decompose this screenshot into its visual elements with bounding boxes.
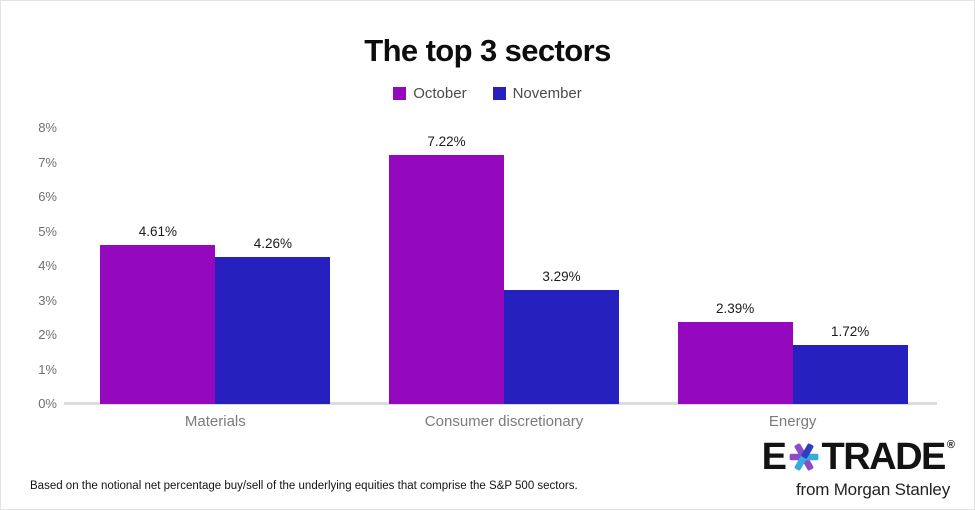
footnote: Based on the notional net percentage buy… bbox=[30, 480, 578, 492]
y-axis-tick-label: 3% bbox=[38, 292, 57, 308]
value-label-november-materials: 4.26% bbox=[253, 236, 292, 252]
y-axis-tick-label: 0% bbox=[38, 396, 57, 411]
etrade-letter-trade: TRADE bbox=[821, 436, 947, 478]
y-axis-tick-label: 1% bbox=[38, 361, 57, 377]
category-label-consumer-discretionary: Consumer discretionary bbox=[424, 413, 584, 430]
category-label-materials: Materials bbox=[184, 413, 246, 430]
legend: October November bbox=[1, 85, 974, 102]
legend-label: October bbox=[413, 85, 467, 102]
bar-november-energy bbox=[792, 344, 908, 404]
logo-tagline: from Morgan Stanley bbox=[796, 480, 950, 499]
y-axis-tick-label: 4% bbox=[38, 258, 57, 273]
value-label-november-consumer-discretionary: 3.29% bbox=[542, 269, 581, 285]
category-label-energy: Energy bbox=[768, 413, 817, 430]
y-axis-tick-label: 5% bbox=[38, 223, 57, 239]
bar-november-materials bbox=[215, 257, 331, 404]
value-label-october-consumer-discretionary: 7.22% bbox=[427, 133, 466, 149]
y-axis-tick-label: 2% bbox=[38, 327, 57, 342]
legend-swatch-november bbox=[492, 87, 506, 100]
y-axis-tick-label: 8% bbox=[38, 120, 57, 135]
y-axis-tick-label: 7% bbox=[38, 154, 57, 170]
legend-swatch-october bbox=[393, 87, 407, 100]
legend-item-november: November bbox=[492, 85, 582, 102]
etrade-star-icon bbox=[789, 443, 818, 471]
registered-trademark: ® bbox=[946, 439, 955, 451]
y-axis-tick-label: 6% bbox=[38, 189, 57, 204]
legend-label: November bbox=[512, 85, 582, 102]
etrade-wordmark: E TRADE ® bbox=[762, 438, 955, 476]
value-label-november-energy: 1.72% bbox=[831, 323, 870, 339]
bar-october-energy bbox=[677, 321, 793, 404]
chart-title: The top 3 sectors bbox=[364, 33, 611, 68]
bar-november-consumer-discretionary bbox=[504, 290, 619, 404]
etrade-letter-e: E bbox=[761, 436, 787, 478]
legend-item-october: October bbox=[393, 85, 467, 102]
value-label-october-energy: 2.39% bbox=[716, 300, 755, 316]
bar-october-consumer-discretionary bbox=[389, 154, 504, 404]
etrade-logo: E TRADE ® from Morgan Stanley bbox=[762, 438, 955, 500]
bar-october-materials bbox=[100, 244, 216, 404]
value-label-october-materials: 4.61% bbox=[138, 223, 177, 239]
